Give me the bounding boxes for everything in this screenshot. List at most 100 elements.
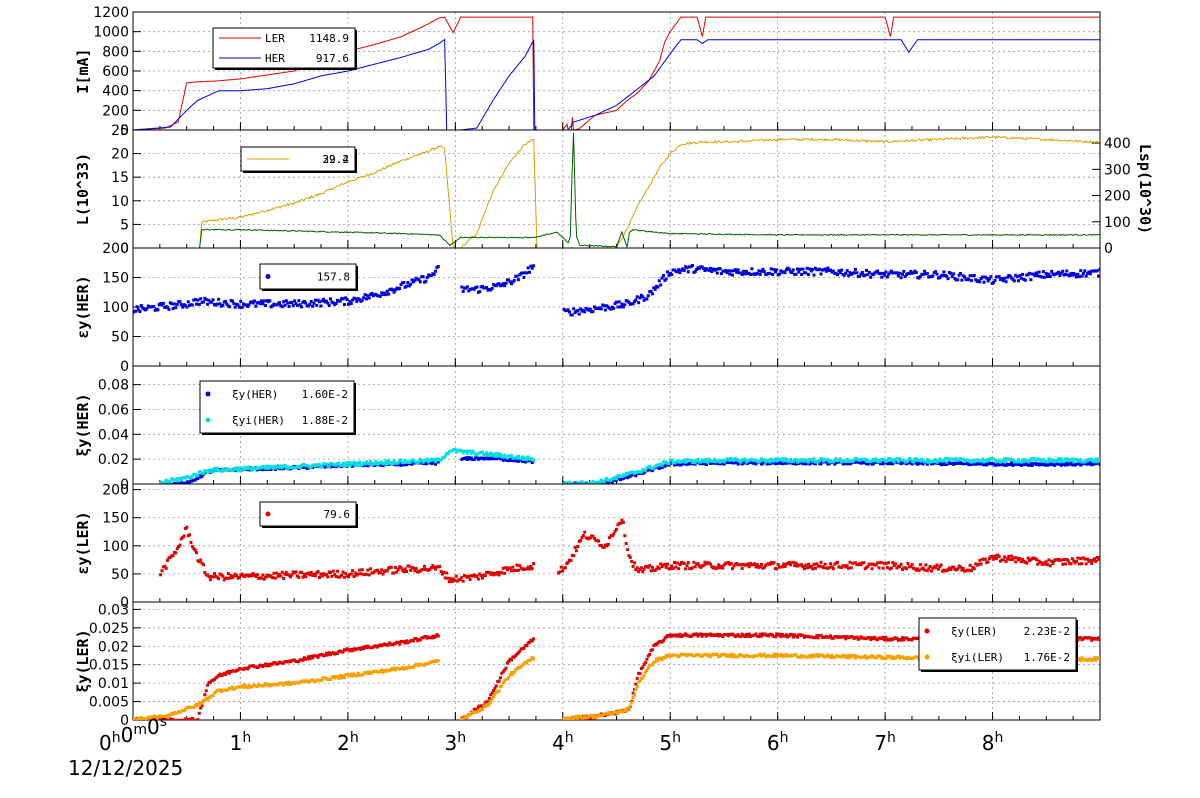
data-point — [525, 661, 529, 665]
data-point — [1047, 272, 1051, 276]
data-point — [353, 297, 357, 301]
data-point — [526, 266, 530, 270]
data-point — [1088, 272, 1092, 276]
data-point — [464, 449, 468, 453]
data-point — [522, 662, 526, 666]
data-point — [1001, 459, 1005, 463]
y-tick-label: 0 — [120, 595, 129, 611]
data-point — [903, 275, 907, 279]
data-point — [775, 652, 779, 656]
data-point — [351, 649, 355, 653]
data-point — [262, 299, 266, 303]
data-point — [1068, 274, 1072, 278]
data-point — [952, 565, 956, 569]
data-point — [290, 573, 294, 577]
data-point — [700, 634, 704, 638]
data-point — [207, 298, 211, 302]
data-point — [697, 267, 701, 270]
data-point — [429, 566, 433, 570]
data-point — [315, 303, 319, 307]
legend-name: ξy(HER) — [232, 388, 278, 401]
data-point — [946, 277, 950, 281]
data-point — [294, 570, 298, 574]
data-point — [266, 466, 270, 470]
data-point — [362, 296, 366, 300]
data-point — [934, 566, 938, 570]
data-point — [967, 568, 971, 572]
data-point — [500, 571, 504, 575]
data-point — [749, 273, 752, 276]
data-point — [251, 301, 255, 305]
data-point — [802, 567, 806, 571]
data-point — [787, 561, 791, 564]
data-point — [394, 288, 397, 292]
data-point — [664, 277, 668, 281]
y-axis-label: ξy(LER) — [74, 629, 92, 692]
data-point — [1058, 274, 1062, 277]
data-point — [775, 567, 779, 571]
data-point — [424, 459, 428, 463]
data-point — [963, 460, 967, 464]
data-point — [235, 467, 239, 471]
data-point — [324, 462, 328, 466]
data-point — [645, 657, 649, 661]
data-point — [338, 575, 342, 579]
data-point — [1041, 270, 1045, 274]
data-point — [225, 302, 229, 306]
data-point — [959, 565, 962, 569]
data-point — [769, 267, 773, 271]
data-point — [190, 303, 194, 307]
data-point — [675, 270, 679, 274]
data-point — [497, 679, 501, 683]
data-point — [874, 656, 878, 660]
data-point — [869, 562, 873, 566]
data-point — [925, 569, 929, 573]
data-point — [826, 266, 830, 270]
data-point — [218, 302, 222, 306]
data-point — [731, 273, 734, 277]
data-point — [1019, 276, 1023, 280]
data-point — [423, 564, 426, 568]
data-point — [483, 574, 487, 578]
data-point — [1046, 460, 1049, 464]
data-point — [736, 655, 740, 659]
data-point — [530, 457, 534, 461]
data-point — [1069, 562, 1073, 566]
data-point — [177, 482, 181, 484]
data-point — [264, 662, 268, 666]
data-point — [590, 714, 594, 718]
data-point — [827, 566, 831, 570]
data-point — [1046, 275, 1049, 278]
data-point — [831, 269, 835, 273]
data-point — [1083, 460, 1087, 464]
data-point — [276, 683, 280, 687]
data-point — [475, 707, 479, 711]
data-point — [236, 303, 240, 307]
data-point — [597, 539, 600, 543]
data-point — [378, 571, 382, 574]
data-point — [881, 635, 885, 639]
data-point — [411, 639, 415, 643]
data-point — [791, 635, 795, 639]
data-point — [1005, 557, 1009, 561]
data-point — [276, 574, 280, 578]
data-point — [925, 272, 929, 275]
data-point — [847, 566, 851, 570]
data-point — [796, 267, 799, 271]
data-point — [493, 452, 497, 456]
data-point — [508, 673, 512, 677]
data-point — [909, 457, 913, 461]
data-point — [852, 653, 856, 657]
data-point — [782, 459, 786, 463]
data-point — [753, 562, 757, 566]
data-point — [923, 568, 927, 572]
data-point — [650, 565, 654, 569]
data-point — [348, 300, 352, 304]
data-point — [340, 676, 344, 680]
legend-value: 1.76E-2 — [1024, 651, 1070, 664]
data-point — [773, 655, 777, 659]
data-point — [762, 652, 766, 656]
data-point — [645, 297, 649, 301]
data-point — [211, 298, 215, 302]
data-point — [279, 464, 283, 468]
